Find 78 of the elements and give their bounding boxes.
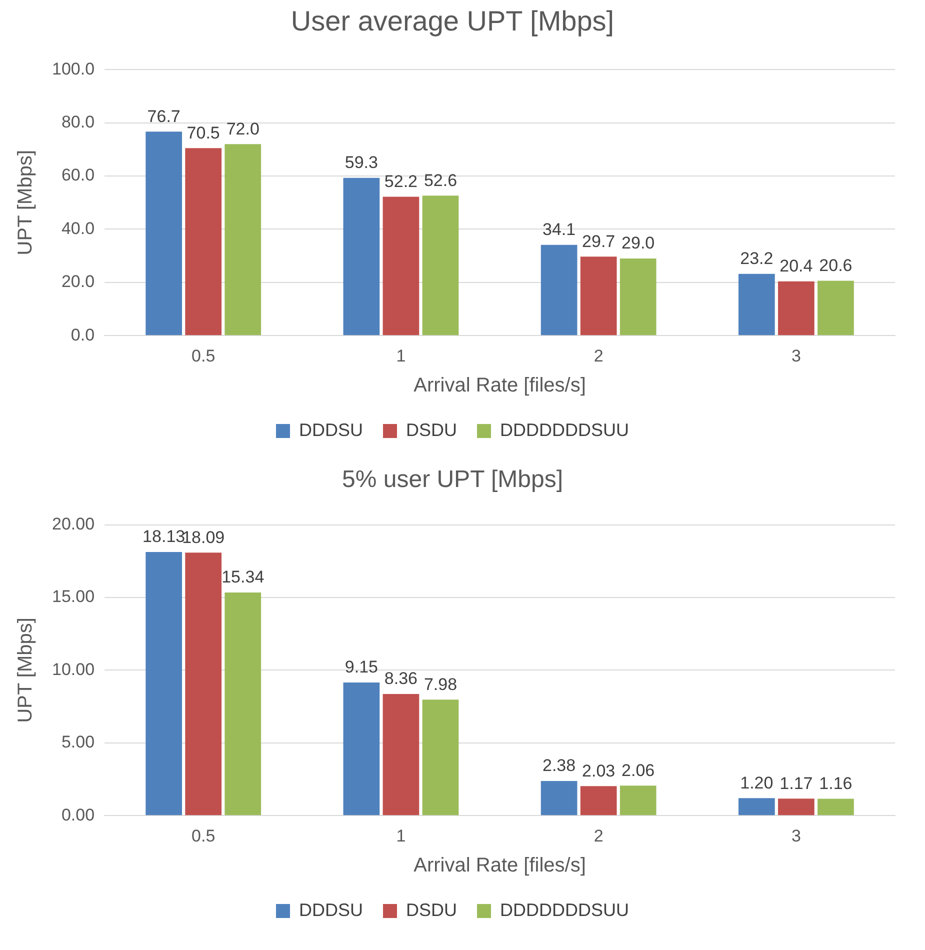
- data-label: 29.0: [622, 234, 655, 253]
- x-tick-label: 1: [396, 826, 406, 846]
- y-tick-label: 20.00: [52, 514, 95, 534]
- data-label: 20.4: [780, 256, 813, 276]
- x-tick-label: 0.5: [192, 346, 216, 366]
- y-tick-label: 0.0: [70, 325, 95, 344]
- bar: [738, 798, 775, 816]
- data-label: 70.5: [186, 123, 220, 142]
- data-label: 18.09: [182, 528, 225, 547]
- x-tick-label: 3: [791, 346, 801, 366]
- bar: [620, 786, 656, 816]
- bar: [382, 694, 420, 816]
- legend-label: DSDU: [406, 420, 458, 440]
- data-label: 1.17: [780, 774, 813, 793]
- y-tick-label: 10.00: [52, 660, 95, 679]
- bar: [738, 274, 775, 336]
- data-label: 9.15: [344, 658, 378, 677]
- data-label: 34.1: [542, 220, 576, 240]
- bar: [580, 256, 617, 336]
- data-label: 59.3: [344, 153, 378, 172]
- bar: [224, 592, 262, 816]
- x-tick-label: 1: [396, 346, 406, 366]
- bar: [146, 552, 182, 816]
- data-label: 8.36: [384, 669, 418, 688]
- bar: [185, 148, 222, 336]
- y-tick-label: 0.00: [61, 805, 95, 824]
- data-label: 20.6: [819, 256, 852, 275]
- x-tick-label: 2: [594, 346, 604, 366]
- bar: [778, 798, 814, 816]
- bar: [818, 798, 854, 816]
- bar: [540, 244, 578, 336]
- data-label: 1.20: [740, 773, 774, 792]
- bar: [146, 132, 182, 336]
- data-label: 76.7: [147, 106, 180, 126]
- y-tick-label: 5.00: [61, 732, 95, 752]
- bar: [343, 682, 380, 816]
- x-axis-title: Arrival Rate [files/s]: [414, 854, 586, 877]
- chart-title: 5% user UPT [Mbps]: [342, 466, 563, 494]
- legend-label: DSDU: [406, 900, 458, 920]
- bar: [778, 281, 814, 336]
- bar: [382, 196, 420, 336]
- bar: [422, 196, 459, 336]
- legend-label: DDDDDDDSUU: [500, 420, 630, 440]
- bar: [422, 700, 459, 816]
- bar: [540, 780, 578, 816]
- data-label: 29.7: [582, 232, 616, 251]
- y-tick-label: 40.0: [61, 218, 95, 238]
- y-tick-label: 100.0: [52, 59, 95, 78]
- legend-label: DDDDDDDSUU: [500, 900, 630, 920]
- chart-title: User average UPT [Mbps]: [290, 6, 614, 37]
- y-tick-label: 60.0: [61, 166, 95, 185]
- y-tick-label: 80.0: [61, 112, 95, 132]
- bar: [580, 786, 617, 816]
- legend-label: DDDSU: [299, 900, 364, 920]
- bar: [343, 178, 380, 336]
- data-label: 15.34: [222, 568, 264, 587]
- data-label: 2.06: [622, 760, 655, 780]
- x-tick-label: 0.5: [192, 826, 216, 846]
- y-axis-title: UPT [Mbps]: [14, 618, 37, 723]
- bar: [224, 144, 262, 336]
- legend-label: DDDSU: [299, 420, 364, 440]
- data-label: 72.0: [226, 119, 260, 138]
- data-label: 7.98: [424, 674, 458, 694]
- data-label: 2.03: [582, 761, 616, 780]
- data-label: 52.2: [384, 172, 418, 191]
- data-label: 1.16: [819, 774, 852, 793]
- bar: [620, 258, 656, 336]
- y-axis-title: UPT [Mbps]: [14, 150, 37, 256]
- bar: [185, 552, 222, 816]
- y-tick-label: 20.0: [61, 272, 95, 292]
- data-label: 2.38: [542, 756, 576, 776]
- x-tick-label: 3: [791, 826, 801, 846]
- data-label: 23.2: [740, 249, 774, 268]
- x-tick-label: 2: [594, 826, 604, 846]
- y-tick-label: 15.00: [52, 587, 95, 606]
- bar: [818, 280, 854, 336]
- x-axis-title: Arrival Rate [files/s]: [414, 374, 586, 397]
- data-label: 52.6: [424, 170, 458, 190]
